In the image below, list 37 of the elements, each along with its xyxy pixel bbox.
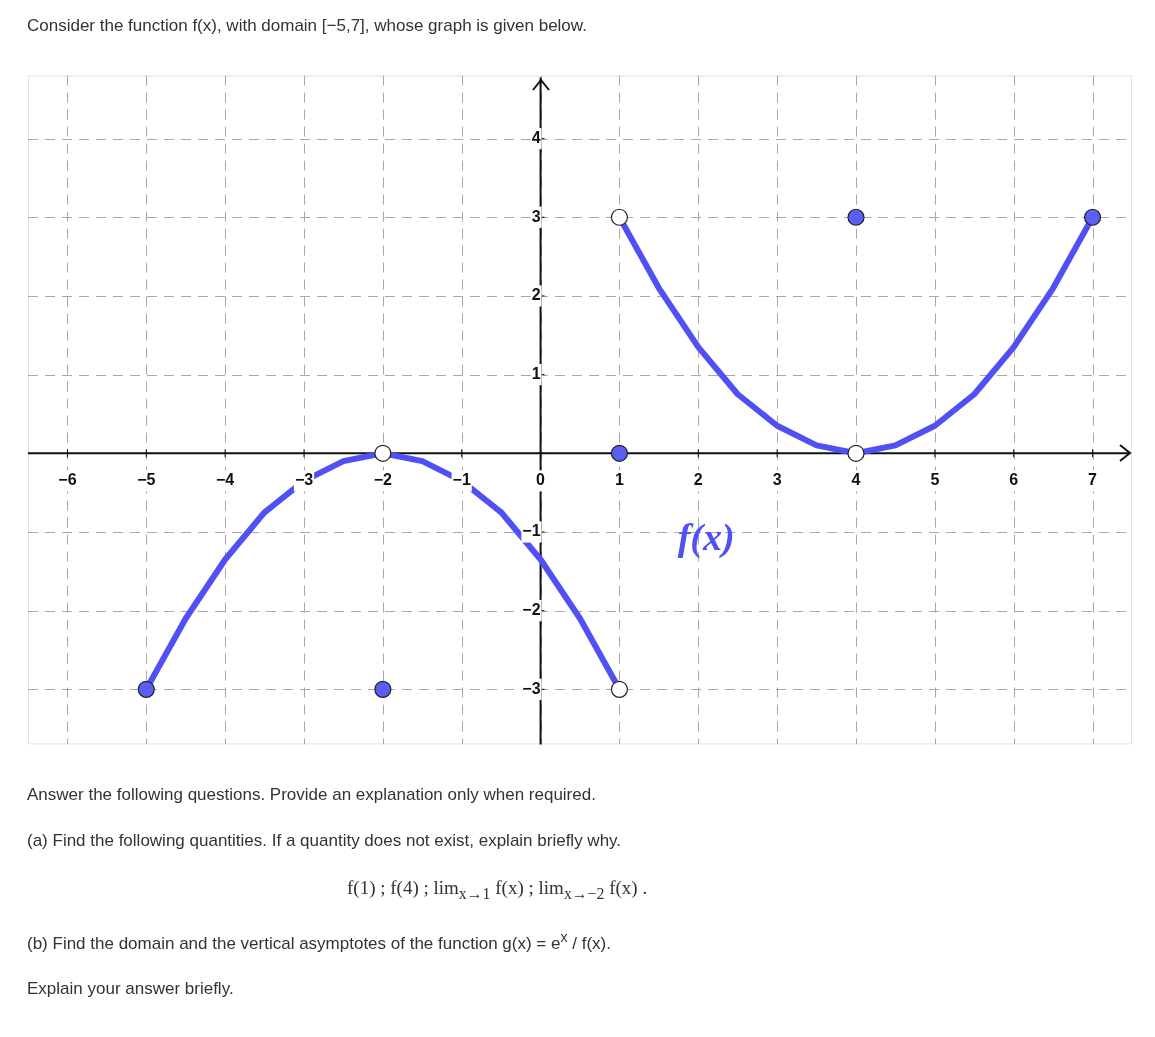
x-tick-label: 3 xyxy=(772,471,782,489)
point xyxy=(610,444,629,462)
text: f(1) ; f(4) ; lim$_{x→1}$ f(x) ; lim$_{x→−2}$ f(x) . xyxy=(346,877,649,903)
x-tick-label: −3 xyxy=(294,471,314,489)
point xyxy=(610,680,629,698)
x-tick-label: −5 xyxy=(137,471,156,489)
x-tick-label: 2 xyxy=(693,471,703,489)
x-tick-label: −2 xyxy=(373,471,393,489)
x-tick-label: −4 xyxy=(216,471,235,489)
point xyxy=(374,680,392,698)
point xyxy=(847,208,865,226)
x-tick-label: 4 xyxy=(851,471,861,489)
point xyxy=(374,444,392,462)
point xyxy=(137,680,155,698)
y-tick-label: 4 xyxy=(531,128,541,146)
y-tick-label: −2 xyxy=(522,601,541,619)
annotation: f(x) xyxy=(677,515,735,559)
y-tick-label: 1 xyxy=(531,365,541,382)
x-tick-label: 5 xyxy=(930,471,940,489)
y-tick-label: 3 xyxy=(531,207,541,225)
text: (b) Find the domain and the vertical asymptotes of the function g(x) = e$^{x}$ / f(x). xyxy=(27,928,612,954)
point xyxy=(1083,208,1102,226)
x-tick-label: 1 xyxy=(614,471,624,489)
y-tick-label: −3 xyxy=(522,679,541,697)
y-tick-label: −1 xyxy=(522,522,541,540)
x-tick-label: −6 xyxy=(58,471,77,489)
x-tick-label: −1 xyxy=(452,471,471,489)
text: Explain your answer briefly. xyxy=(27,979,235,1000)
x-tick-label: 0 xyxy=(536,471,546,489)
chart-title: Consider the function f(x), with domain [−5,7], whose graph is given below. xyxy=(27,16,587,36)
x-tick-label: 7 xyxy=(1088,471,1098,489)
text: Answer the following questions. Provide an explanation only when required. xyxy=(27,785,597,805)
point xyxy=(847,444,865,462)
point xyxy=(610,208,629,226)
text: (a) Find the following quantities. If a quantity does not exist, explain briefly why. xyxy=(27,831,623,851)
y-tick-label: 2 xyxy=(531,286,541,304)
x-tick-label: 6 xyxy=(1009,471,1019,489)
